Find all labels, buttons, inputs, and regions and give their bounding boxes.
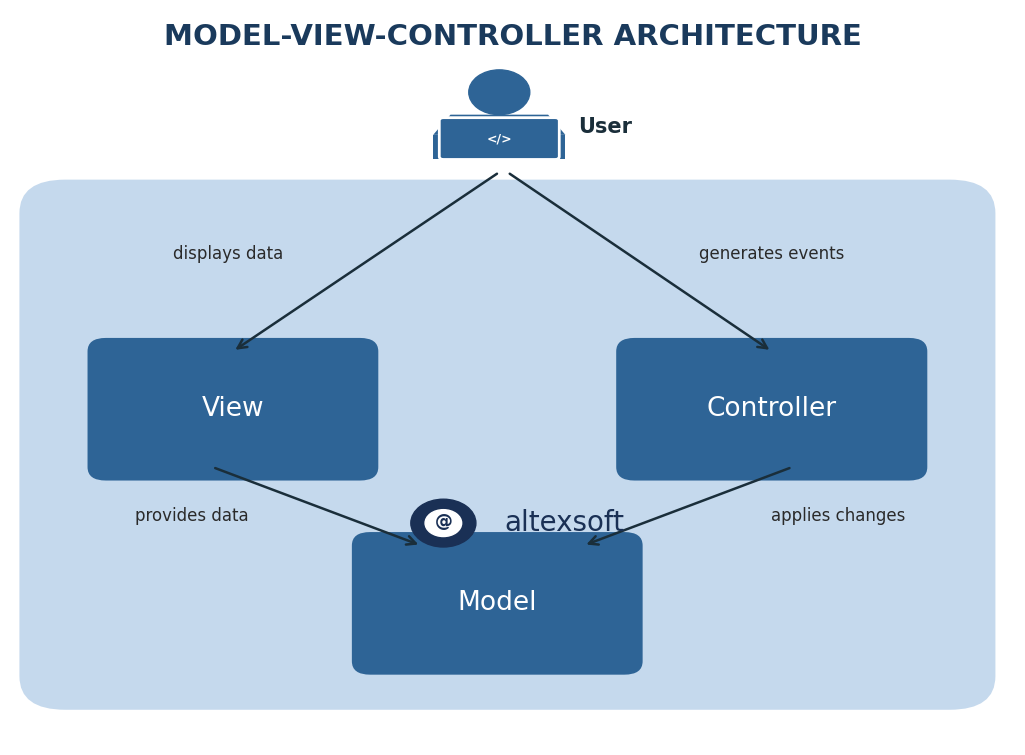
Circle shape <box>468 70 530 115</box>
Text: View: View <box>202 396 264 422</box>
Circle shape <box>411 499 476 547</box>
Text: User: User <box>578 117 632 137</box>
Text: MODEL-VIEW-CONTROLLER ARCHITECTURE: MODEL-VIEW-CONTROLLER ARCHITECTURE <box>164 23 861 51</box>
Text: Model: Model <box>457 590 537 616</box>
Text: altexsoft: altexsoft <box>504 509 624 537</box>
FancyBboxPatch shape <box>616 338 928 480</box>
FancyBboxPatch shape <box>87 338 378 480</box>
Polygon shape <box>434 135 566 159</box>
FancyBboxPatch shape <box>352 532 643 675</box>
Text: generates events: generates events <box>699 245 845 263</box>
Text: applies changes: applies changes <box>771 507 905 525</box>
Polygon shape <box>434 115 566 135</box>
Text: @: @ <box>435 513 452 532</box>
Text: </>: </> <box>487 132 512 145</box>
Circle shape <box>425 510 461 537</box>
FancyBboxPatch shape <box>440 118 560 159</box>
FancyBboxPatch shape <box>19 180 995 710</box>
Text: displays data: displays data <box>172 245 283 263</box>
Text: provides data: provides data <box>135 507 249 525</box>
Text: Controller: Controller <box>706 396 836 422</box>
